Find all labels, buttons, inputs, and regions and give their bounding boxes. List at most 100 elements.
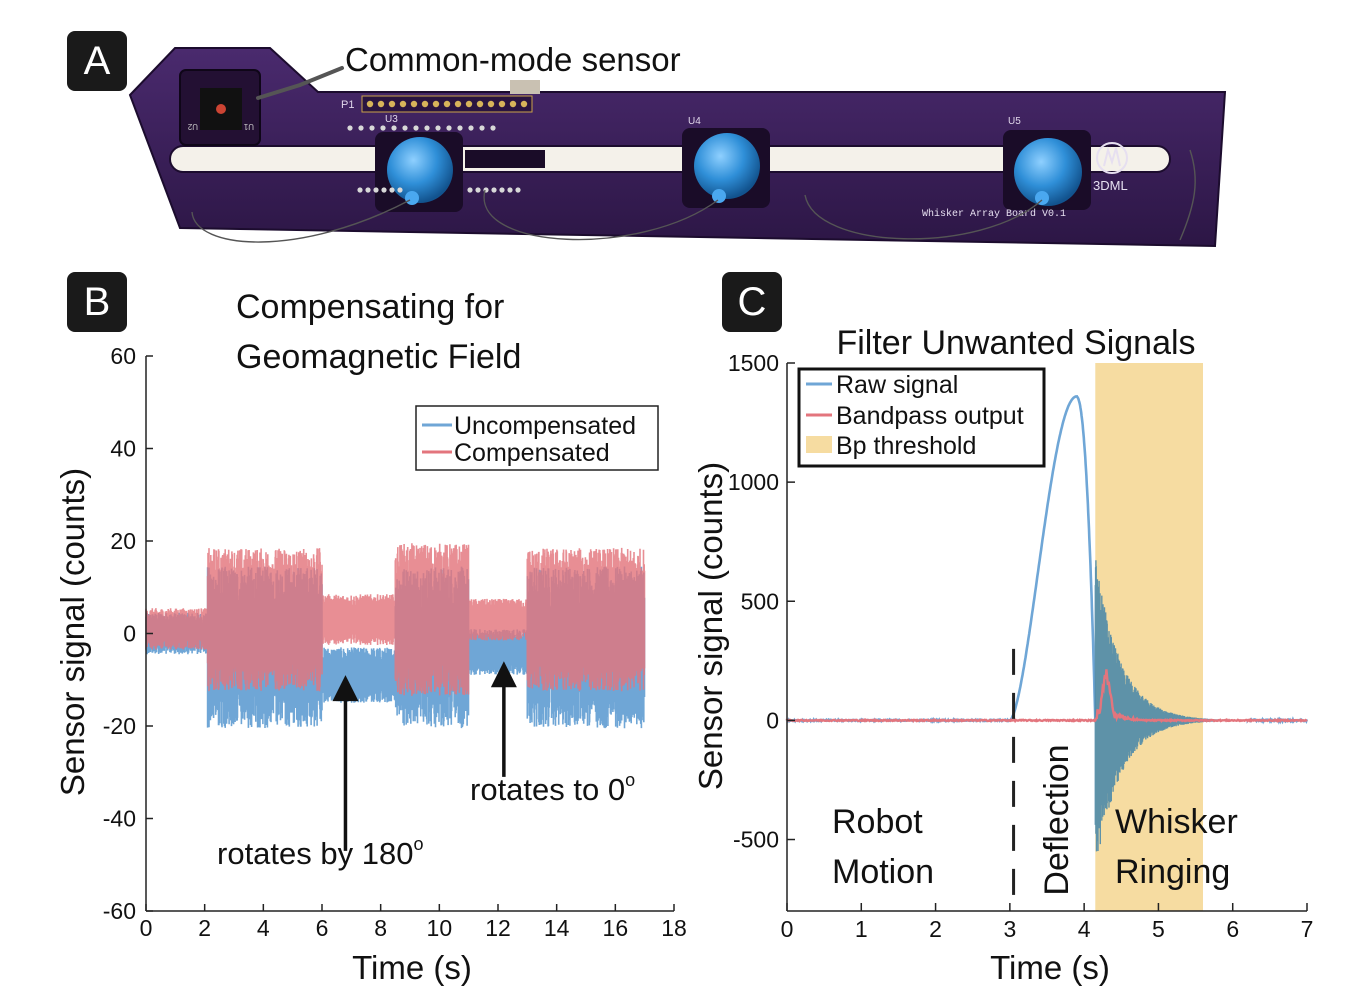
callout-label: Common-mode sensor: [345, 41, 681, 78]
solder-pad: [467, 187, 473, 193]
header-pin: [443, 100, 451, 108]
header-pin: [476, 100, 484, 108]
whisker-array-board: P1 U2 U1 U3 U4: [128, 47, 1227, 248]
solder-pad: [413, 125, 419, 131]
annotation-0-text: rotates to 0: [470, 772, 625, 807]
legend-c-bandpass: Bandpass output: [836, 402, 1024, 430]
legend-c-raw: Raw signal: [836, 371, 958, 399]
chart-b-ytick-label: -40: [103, 806, 136, 832]
legend-c-swatch-threshold: [806, 436, 832, 453]
sensor-u5: U5: [1003, 116, 1091, 210]
chart-c-legend: Raw signal Bandpass output Bp threshold: [797, 367, 1046, 468]
header-pin: [432, 100, 440, 108]
chart-b-arrows: [332, 661, 517, 851]
solder-pad: [490, 125, 496, 131]
legend-b-uncompensated: Uncompensated: [454, 412, 636, 440]
whisker-4: [1179, 149, 1196, 241]
chart-b-xtick-label: 6: [316, 915, 329, 941]
legend-c-threshold: Bp threshold: [836, 432, 976, 460]
solder-pad: [391, 125, 397, 131]
header-pin: [388, 100, 396, 108]
solder-pad: [515, 187, 521, 193]
chart-b-title-line-2: Geomagnetic Field: [236, 338, 521, 376]
whisker-2: [483, 189, 719, 241]
solder-pad: [491, 187, 497, 193]
solder-pad: [479, 125, 485, 131]
chart-c-ytick-label: 500: [741, 588, 779, 614]
header-pin: [520, 100, 528, 108]
chart-b-ytick-label: 0: [123, 621, 136, 647]
panel-a-badge: [67, 31, 127, 91]
header-pin: [421, 100, 429, 108]
sensor-u3: U3: [375, 114, 463, 212]
chart-c-xtick-label: 6: [1226, 916, 1239, 942]
board-connector: [510, 80, 540, 94]
panel-a: A P1 U2 U1: [67, 31, 1227, 248]
board-silkscreen: Whisker Array Board V0.1: [922, 208, 1066, 220]
region-deflection: Deflection: [1038, 744, 1076, 895]
solder-pad: [357, 187, 363, 193]
chart-c-xtick-label: 1: [855, 916, 868, 942]
panel-c-badge: [722, 272, 782, 332]
header-pin: [366, 100, 374, 108]
solder-pad: [402, 125, 408, 131]
bandpass-output-trace: [785, 669, 1308, 724]
chart-c-xlabel: Time (s): [990, 949, 1110, 986]
solder-pad: [358, 125, 364, 131]
chart-c-xtick-label: 4: [1078, 916, 1091, 942]
solder-pad: [475, 187, 481, 193]
chart-b-xtick-label: 8: [374, 915, 387, 941]
raw-signal-deflection: [1009, 395, 1097, 722]
solder-pad: [435, 125, 441, 131]
chart-b-xtick-label: 14: [544, 915, 570, 941]
sensor-u5-label: U5: [1008, 116, 1021, 127]
chart-b-xtick-label: 16: [603, 915, 629, 941]
solder-pad: [389, 187, 395, 193]
chart-c-ytick-label: -500: [733, 827, 779, 853]
chart-c-xtick-label: 0: [781, 916, 794, 942]
chart-c-ylabel: Sensor signal (counts): [692, 462, 729, 790]
solder-pad: [446, 125, 452, 131]
solder-pad: [365, 187, 371, 193]
left-sensor-label-1: U2: [187, 122, 198, 131]
annotation-180-text: rotates by 180: [217, 836, 413, 871]
sensor-u4: U4: [682, 116, 770, 208]
sensor-u3-label: U3: [385, 114, 398, 125]
region-robot-motion-line-2: Motion: [832, 853, 934, 891]
chart-b-xtick-label: 2: [198, 915, 211, 941]
annotation-0-sup: o: [625, 770, 635, 790]
chart-c-xtick-label: 3: [1003, 916, 1016, 942]
chart-c-ytick-label: 0: [766, 707, 779, 733]
annotation-rotates-180: rotates by 180o: [217, 834, 423, 871]
panel-c: C Filter Unwanted Signals 1500 1000 500 0 -5…: [692, 272, 1313, 986]
chart-b-xtick-label: 4: [257, 915, 270, 941]
header-pin: [377, 100, 385, 108]
sensor-u4-label: U4: [688, 116, 701, 127]
chart-b-title-line-1: Compensating for: [236, 288, 504, 326]
solder-pad: [507, 187, 513, 193]
solder-pad: [381, 187, 387, 193]
left-sensor-label-2: U1: [243, 122, 254, 131]
chart-c-title: Filter Unwanted Signals: [836, 324, 1195, 362]
panel-b-badge: [67, 272, 127, 332]
chart-b-ytick-label: 40: [110, 436, 136, 462]
region-whisker-ringing-line-1: Whisker: [1115, 803, 1238, 841]
common-mode-sensor: U2 U1: [179, 69, 261, 146]
panel-a-letter: A: [84, 39, 111, 83]
solder-pad: [468, 125, 474, 131]
chart-b-xlabel: Time (s): [352, 949, 472, 986]
callout-leader: [256, 66, 344, 100]
panel-b: B Compensating for Geomagnetic Field 604…: [54, 272, 687, 986]
header-pin: [498, 100, 506, 108]
pin-row: [366, 100, 528, 108]
chart-b-xtick-label: 12: [485, 915, 511, 941]
legend-b-compensated: Compensated: [454, 439, 610, 467]
logo-text: 3DML: [1093, 178, 1128, 193]
chart-b-ylabel: Sensor signal (counts): [54, 468, 91, 796]
region-whisker-ringing-line-2: Ringing: [1115, 853, 1230, 891]
chart-b-ytick-label: 60: [110, 343, 136, 369]
chart-c-axes: 1500 1000 500 0 -500 0 1 2 3 4 5 6 7: [728, 350, 1314, 942]
svg-text:rotates by 180o: rotates by 180o: [217, 834, 423, 871]
